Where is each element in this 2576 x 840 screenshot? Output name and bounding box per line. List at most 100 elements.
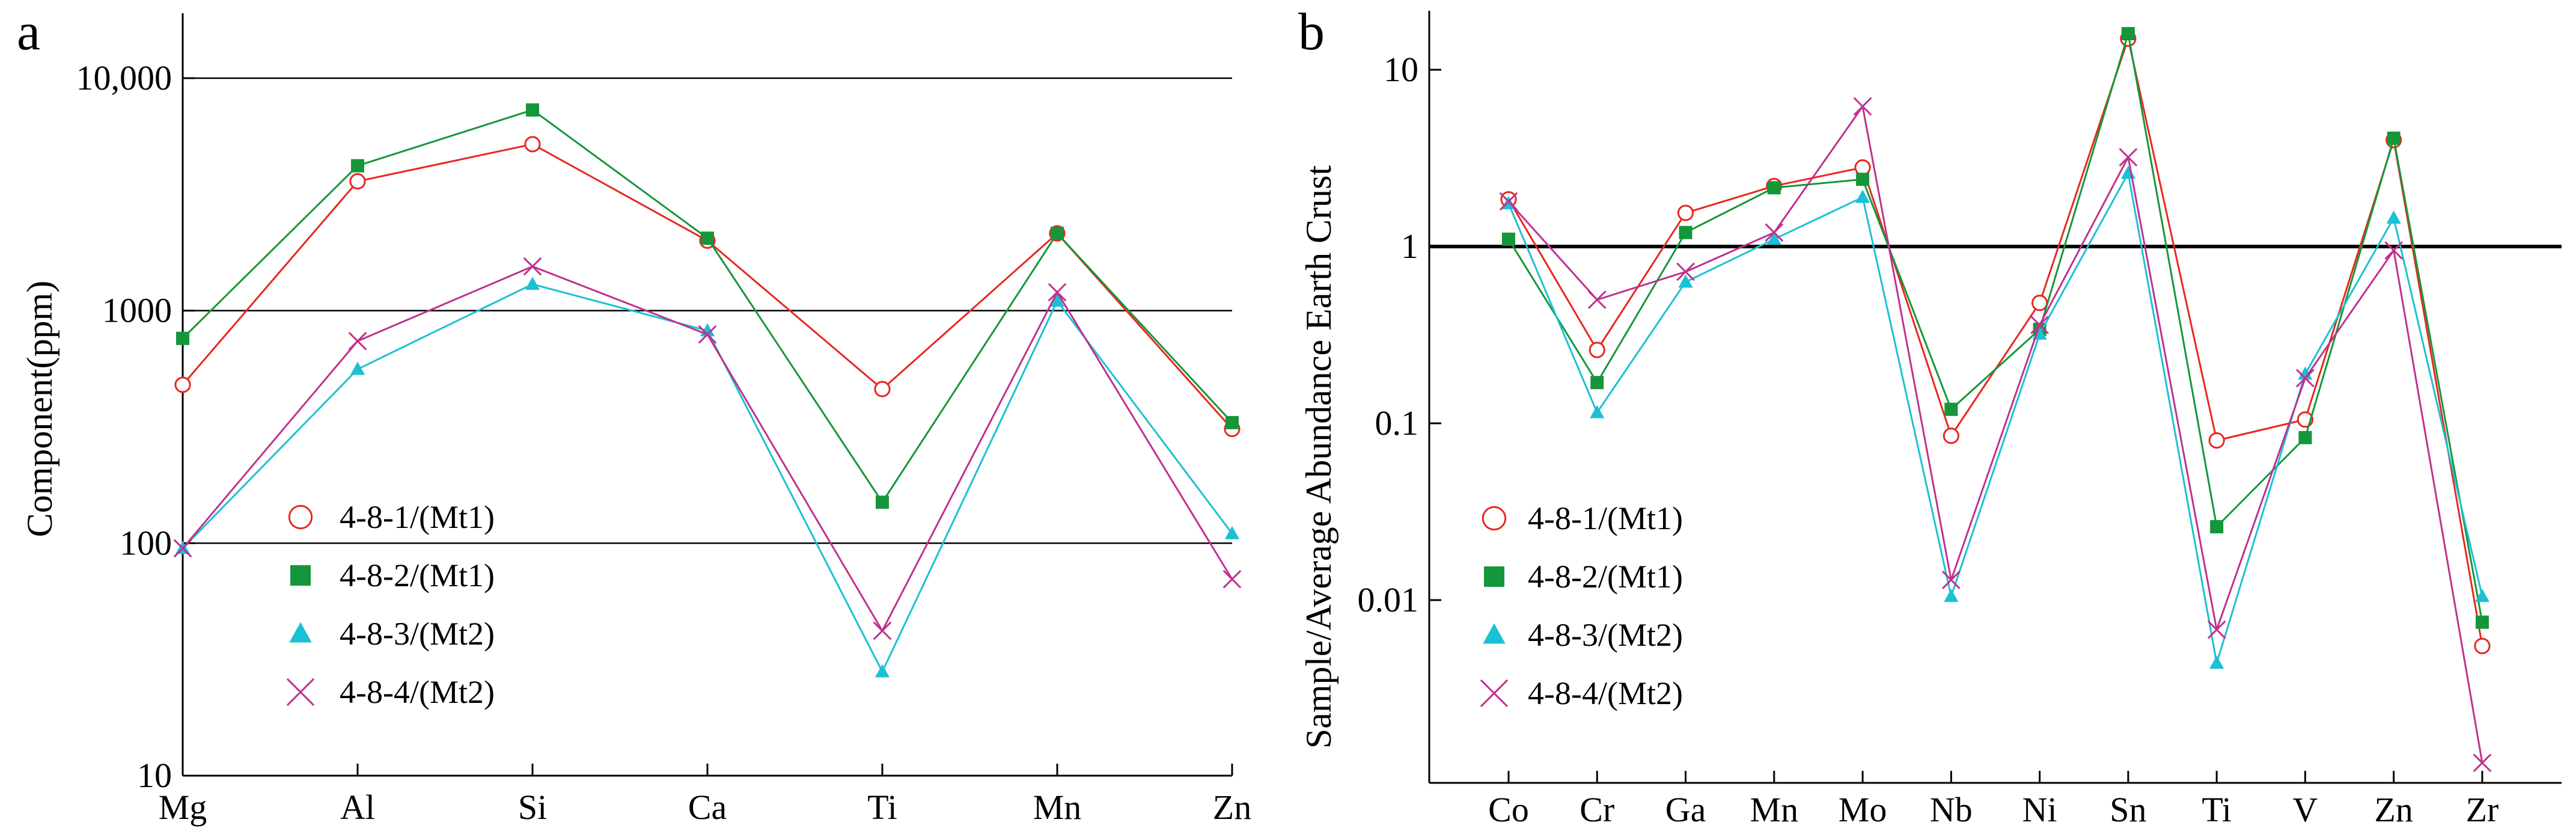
series-line <box>1507 37 2483 646</box>
legend-item: 4-8-2/(Mt1) <box>290 557 495 593</box>
series-line <box>182 283 1233 673</box>
x-tick-label: Nb <box>1930 790 1973 829</box>
data-point <box>526 103 539 117</box>
panel-a-y-ticks: 10 100 1000 10,000 <box>76 58 195 795</box>
x-tick-label: Ni <box>2022 790 2057 829</box>
data-point <box>2386 210 2401 224</box>
legend-marker <box>1482 506 1507 531</box>
data-point <box>1853 97 1872 116</box>
x-tick-label: Mg <box>159 788 207 827</box>
data-point <box>2208 432 2225 449</box>
x-tick-label: Mn <box>1750 790 1799 829</box>
legend-marker <box>1484 566 1504 587</box>
legend-label: 4-8-4/(Mt2) <box>1528 675 1683 711</box>
data-point <box>873 621 892 640</box>
data-point <box>1222 569 1242 589</box>
data-point <box>698 325 717 344</box>
y-tick-label: 1 <box>1401 227 1418 266</box>
series-triangle <box>175 277 1240 678</box>
data-point <box>1942 571 1961 589</box>
y-tick-label: 10 <box>1384 50 1418 89</box>
legend-label: 4-8-1/(Mt1) <box>1528 500 1683 536</box>
panel-a-x-ticks: Mg Al Si Ca Ti Mn Zn <box>159 764 1251 827</box>
series-line <box>1507 105 2483 763</box>
x-tick-label: Ti <box>867 788 897 827</box>
data-point <box>2298 431 2312 444</box>
legend-marker <box>290 565 311 586</box>
data-point <box>1224 526 1240 539</box>
legend-marker <box>289 622 312 643</box>
panel-b-y-axis-title: Sample/Average Abundance Earth Crust <box>1299 165 1338 749</box>
data-point <box>1676 262 1695 281</box>
panel-b-legend: 4-8-1/(Mt1) 4-8-2/(Mt1) 4-8-3/(Mt2) 4-8-4/(… <box>1480 500 1683 711</box>
x-tick-label: Sn <box>2110 790 2146 829</box>
data-point <box>1499 192 1518 211</box>
panel-b-label: b <box>1298 3 1325 61</box>
x-tick-label: Zn <box>1213 788 1251 827</box>
series-line <box>182 109 1233 503</box>
x-tick-label: Ga <box>1665 790 1706 829</box>
data-point <box>350 361 365 375</box>
panel-a-label: a <box>17 3 40 61</box>
data-point <box>701 231 714 245</box>
data-point <box>351 159 364 173</box>
data-point <box>524 136 541 153</box>
data-point <box>876 495 889 509</box>
data-point <box>1944 589 1959 602</box>
y-tick-label: 1000 <box>102 291 172 330</box>
panel-a-series <box>173 103 1242 678</box>
y-tick-label: 10,000 <box>76 58 172 97</box>
data-point <box>2476 615 2489 629</box>
x-tick-label: Zn <box>2375 790 2413 829</box>
data-point <box>1944 402 1958 416</box>
data-point <box>1856 173 1870 186</box>
x-tick-label: Zr <box>2466 790 2499 829</box>
series-line <box>1507 172 2483 664</box>
data-point <box>2121 26 2135 40</box>
panel-a: a 10 100 1000 10,000 Mg Al Si Ca Ti Mn Zn Compone… <box>17 3 1251 827</box>
y-tick-label: 0.1 <box>1375 403 1419 443</box>
x-tick-label: Al <box>340 788 375 827</box>
data-point <box>2209 655 2224 669</box>
panel-a-legend: 4-8-1/(Mt1) 4-8-2/(Mt1) 4-8-3/(Mt2) 4-8-4/(… <box>286 499 495 710</box>
legend-marker <box>1483 623 1506 644</box>
legend-label: 4-8-4/(Mt2) <box>340 674 495 710</box>
legend-label: 4-8-2/(Mt1) <box>340 557 495 593</box>
panel-b-x-ticks: Co Cr Ga Mn Mo Nb Ni Sn Ti V Zn Zr <box>1488 771 2498 829</box>
panel-a-gridlines <box>183 77 1232 544</box>
data-point <box>1765 223 1784 242</box>
data-point <box>1502 232 1515 246</box>
y-tick-label: 0.01 <box>1358 580 1419 619</box>
series-line <box>1507 32 2483 623</box>
data-point <box>2210 520 2224 533</box>
series-cross <box>1499 97 2492 773</box>
series-cross <box>173 257 1242 640</box>
data-point <box>1587 290 1607 309</box>
legend-label: 4-8-1/(Mt1) <box>340 499 495 535</box>
data-point <box>2384 241 2404 260</box>
legend-label: 4-8-3/(Mt2) <box>1528 617 1683 653</box>
panel-a-y-axis-title: Component(ppm) <box>20 281 60 538</box>
data-point <box>1048 283 1067 302</box>
legend-item: 4-8-3/(Mt2) <box>289 616 495 652</box>
data-point <box>2030 316 2049 334</box>
x-tick-label: Ti <box>2202 790 2232 829</box>
data-point <box>1677 204 1694 221</box>
data-point <box>525 277 540 290</box>
data-point <box>1766 231 1781 245</box>
y-tick-label: 10 <box>137 756 172 795</box>
data-point <box>349 173 366 190</box>
data-point <box>1589 342 1605 358</box>
legend-item: 4-8-2/(Mt1) <box>1484 559 1683 595</box>
legend-marker <box>1480 679 1509 708</box>
data-point <box>523 257 542 276</box>
panel-b-y-ticks: 0.01 0.1 1 10 <box>1358 50 1441 619</box>
data-point <box>2387 131 2401 145</box>
x-tick-label: V <box>2293 790 2318 829</box>
data-point <box>176 331 189 345</box>
x-tick-label: Co <box>1488 790 1529 829</box>
series-square <box>176 103 1239 509</box>
data-point <box>1943 428 1959 444</box>
data-point <box>2207 620 2226 639</box>
data-point <box>874 381 891 397</box>
